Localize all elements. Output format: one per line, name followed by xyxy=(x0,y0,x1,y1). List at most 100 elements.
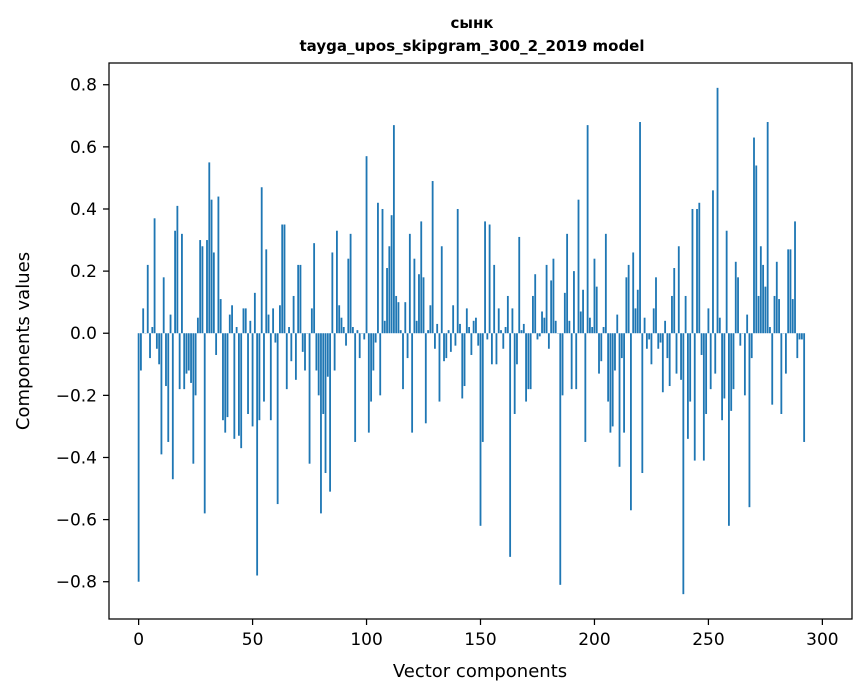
bar-232 xyxy=(666,333,669,359)
bar-117 xyxy=(404,302,407,334)
bar-177 xyxy=(541,311,543,334)
bar-94 xyxy=(351,327,354,334)
bar-165 xyxy=(513,333,516,414)
bar-45 xyxy=(240,333,243,449)
bar-123 xyxy=(418,274,420,334)
bar-209 xyxy=(614,333,616,371)
bar-149 xyxy=(477,333,480,346)
bar-127 xyxy=(427,330,429,334)
bar-181 xyxy=(550,280,553,334)
bar-102 xyxy=(370,333,373,402)
bar-288 xyxy=(794,221,796,334)
bar-160 xyxy=(502,333,505,349)
bar-82 xyxy=(324,333,327,474)
bar-137 xyxy=(449,333,452,352)
bar-185 xyxy=(559,333,562,585)
bar-216 xyxy=(630,333,632,511)
bar-269 xyxy=(750,333,753,359)
bar-204 xyxy=(602,327,605,334)
bar-44 xyxy=(238,333,240,436)
bar-78 xyxy=(315,333,318,371)
bar-66 xyxy=(288,327,290,334)
bar-229 xyxy=(659,333,662,343)
bar-77 xyxy=(313,243,316,334)
bar-30 xyxy=(206,240,208,334)
y-axis-label: Components values xyxy=(13,252,34,430)
bar-141 xyxy=(459,323,461,334)
bar-292 xyxy=(803,333,806,442)
bar-249 xyxy=(705,333,708,414)
bar-273 xyxy=(759,246,762,334)
bar-104 xyxy=(374,333,377,343)
bar-93 xyxy=(349,233,352,334)
bar-278 xyxy=(771,333,774,405)
bar-16 xyxy=(174,230,176,334)
bar-130 xyxy=(434,333,436,349)
bar-212 xyxy=(620,333,623,359)
bar-101 xyxy=(367,333,370,433)
bar-128 xyxy=(429,305,432,334)
bar-99 xyxy=(363,333,366,340)
bar-75 xyxy=(308,333,311,464)
bar-120 xyxy=(411,333,414,433)
bar-255 xyxy=(718,317,721,334)
bar-55 xyxy=(263,333,265,402)
bar-176 xyxy=(538,333,541,337)
y-tick-label: −0.4 xyxy=(56,448,97,468)
bar-116 xyxy=(402,333,404,390)
x-axis-label: Vector components xyxy=(393,661,567,682)
bar-236 xyxy=(675,333,678,374)
bar-86 xyxy=(333,333,336,371)
bar-230 xyxy=(661,333,664,393)
bar-192 xyxy=(575,333,578,390)
bar-243 xyxy=(691,208,694,334)
x-tick-label: 250 xyxy=(692,630,724,650)
bar-215 xyxy=(627,264,630,334)
bar-49 xyxy=(249,320,252,334)
bar-148 xyxy=(475,317,477,334)
bar-194 xyxy=(579,311,582,334)
bar-12 xyxy=(165,333,167,387)
bar-152 xyxy=(484,221,486,334)
bar-175 xyxy=(536,333,539,340)
bar-4 xyxy=(146,264,149,334)
bar-226 xyxy=(652,308,655,334)
bar-225 xyxy=(650,333,653,365)
bar-281 xyxy=(778,299,780,334)
bar-90 xyxy=(342,327,345,334)
bar-0 xyxy=(137,333,140,582)
y-tick-label: 0.2 xyxy=(70,262,97,282)
y-tick-label: 0.0 xyxy=(70,324,97,344)
bar-245 xyxy=(696,208,698,334)
bar-36 xyxy=(219,299,222,334)
bar-63 xyxy=(281,224,284,334)
bar-88 xyxy=(338,305,341,334)
bar-240 xyxy=(684,295,687,334)
bar-40 xyxy=(228,314,231,334)
bar-96 xyxy=(356,330,359,334)
bar-169 xyxy=(522,323,525,334)
bar-97 xyxy=(358,333,361,359)
bar-26 xyxy=(196,317,199,334)
bar-157 xyxy=(495,333,498,365)
y-axis-ticks: 0.8 0.6 0.4 0.2 0.0 −0.2 −0.4 −0.6 −0.8 xyxy=(56,76,109,593)
bar-286 xyxy=(789,249,792,334)
bar-158 xyxy=(497,308,500,334)
bar-156 xyxy=(493,264,496,334)
bar-220 xyxy=(639,122,641,334)
bar-32 xyxy=(210,199,213,334)
bar-110 xyxy=(388,246,391,334)
bar-254 xyxy=(716,87,719,334)
bar-159 xyxy=(500,330,502,334)
bar-70 xyxy=(297,264,300,334)
bar-80 xyxy=(320,333,322,514)
bar-186 xyxy=(561,333,564,396)
bar-238 xyxy=(680,333,682,380)
y-tick-label: 0.4 xyxy=(70,200,97,220)
bar-2 xyxy=(142,308,145,334)
bar-112 xyxy=(392,125,395,334)
bar-247 xyxy=(700,333,703,355)
bar-79 xyxy=(317,333,320,396)
bar-114 xyxy=(397,302,400,334)
